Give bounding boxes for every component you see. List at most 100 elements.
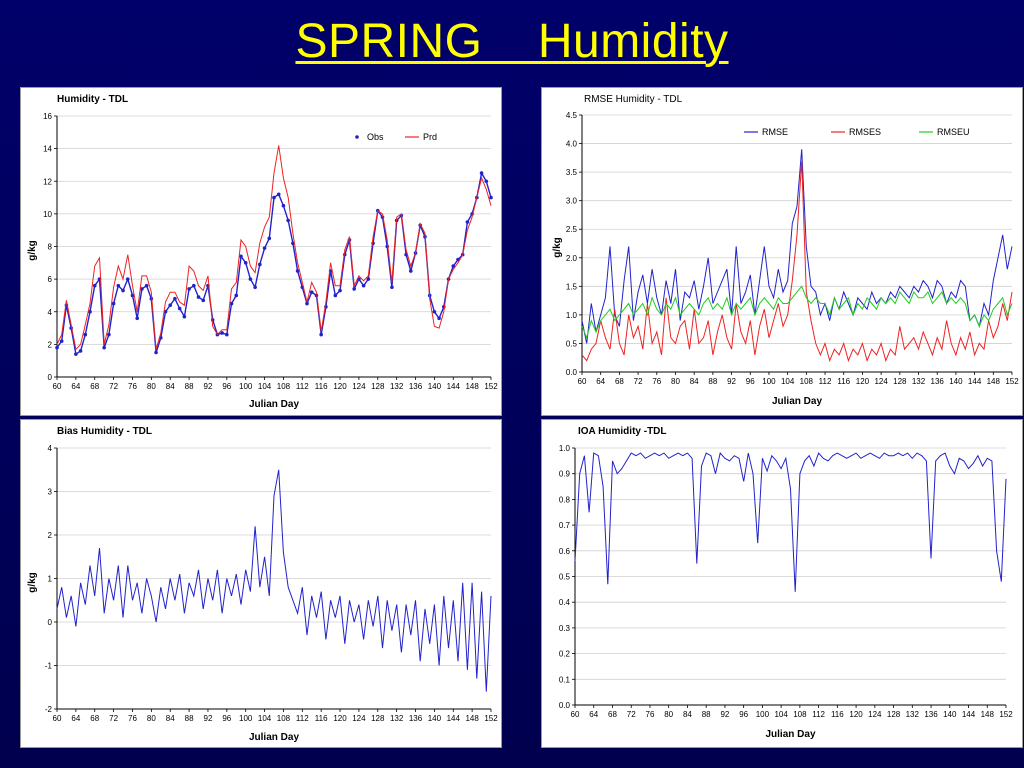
x-tick-label: 88 xyxy=(185,382,194,391)
y-axis-label: g/kg xyxy=(552,237,563,258)
obs-data-point xyxy=(196,295,201,299)
x-tick-label: 100 xyxy=(762,377,776,386)
y-tick-label: 2 xyxy=(48,531,53,540)
chart-panel-humidity: Humidity - TDL 0 2 4 6 8 10 12 14 16 60 64 68 72 76 80 8… xyxy=(20,87,502,416)
x-tick-label: 140 xyxy=(943,710,957,719)
obs-data-point xyxy=(177,306,182,311)
obs-data-point xyxy=(465,220,470,224)
x-tick-label: 116 xyxy=(315,714,328,723)
x-tick-label: 76 xyxy=(652,377,661,386)
x-tick-label: 136 xyxy=(931,377,945,386)
x-tick-label: 152 xyxy=(1005,377,1019,386)
x-tick-label: 112 xyxy=(812,710,825,719)
x-tick-label: 128 xyxy=(371,382,385,391)
x-tick-label: 104 xyxy=(258,714,272,723)
x-tick-label: 84 xyxy=(166,382,175,391)
x-tick-label: 100 xyxy=(756,710,770,719)
y-tick-label: 0.7 xyxy=(559,521,571,530)
x-tick-label: 96 xyxy=(746,377,755,386)
x-tick-label: 76 xyxy=(646,710,655,719)
x-tick-label: 92 xyxy=(204,714,213,723)
y-tick-label: 4.0 xyxy=(566,140,578,149)
y-axis-label: g/kg xyxy=(27,572,38,593)
obs-data-point xyxy=(144,283,149,288)
obs-data-point xyxy=(267,236,272,241)
x-tick-label: 64 xyxy=(596,377,605,386)
obs-data-point xyxy=(74,352,78,356)
x-tick-label: 108 xyxy=(793,710,807,719)
legend-label: Obs xyxy=(367,132,384,142)
x-tick-label: 136 xyxy=(924,710,938,719)
legend-label: RMSE xyxy=(762,127,788,137)
x-tick-label: 68 xyxy=(608,710,617,719)
legend-label: Prd xyxy=(423,132,437,142)
x-tick-label: 132 xyxy=(390,382,404,391)
x-tick-label: 80 xyxy=(664,710,673,719)
obs-data-point xyxy=(59,339,64,343)
x-tick-label: 120 xyxy=(333,714,347,723)
obs-data-point xyxy=(229,301,234,306)
x-tick-label: 144 xyxy=(962,710,976,719)
obs-data-point xyxy=(88,309,92,314)
rmse-series-line xyxy=(581,149,1013,344)
x-tick-label: 72 xyxy=(109,382,118,391)
obs-data-point xyxy=(366,277,371,281)
y-tick-label: 0 xyxy=(48,618,53,627)
y-tick-label: 1.0 xyxy=(566,311,578,320)
ioa-chart-svg: IOA Humidity -TDL 0.0 0.1 0.2 0.3 0.4 0.5 0.6 0.… xyxy=(559,426,1013,740)
chart-panel-ioa: IOA Humidity -TDL 0.0 0.1 0.2 0.3 0.4 0.5 0.6 0.… xyxy=(541,419,1023,748)
x-tick-label: 140 xyxy=(428,382,442,391)
y-tick-label: 2.5 xyxy=(566,225,578,234)
obs-data-point xyxy=(286,218,290,223)
slide-title: SPRING Humidity xyxy=(295,15,729,68)
x-axis-label: Julian Day xyxy=(765,729,815,740)
obs-data-point xyxy=(121,288,125,293)
x-tick-label: 120 xyxy=(856,377,870,386)
x-tick-label: 68 xyxy=(90,382,99,391)
obs-data-point xyxy=(451,264,456,268)
x-tick-label: 108 xyxy=(277,714,291,723)
x-tick-label: 96 xyxy=(222,714,231,723)
x-tick-label: 120 xyxy=(333,382,347,391)
obs-data-point xyxy=(239,254,243,259)
x-tick-label: 120 xyxy=(849,710,863,719)
x-tick-label: 84 xyxy=(690,377,699,386)
obs-data-point xyxy=(92,283,97,288)
rmses-series-line xyxy=(581,160,1013,363)
x-tick-label: 112 xyxy=(819,377,832,386)
x-tick-label: 72 xyxy=(109,714,118,723)
obs-data-point xyxy=(262,246,267,250)
x-tick-label: 128 xyxy=(893,377,907,386)
obs-data-point xyxy=(130,293,135,298)
x-tick-label: 72 xyxy=(634,377,643,386)
y-tick-label: 0.1 xyxy=(559,675,571,684)
y-tick-label: 1.5 xyxy=(566,282,578,291)
obs-data-point xyxy=(182,314,187,319)
obs-data-point xyxy=(116,283,121,288)
x-tick-label: 132 xyxy=(390,714,404,723)
x-tick-label: 68 xyxy=(90,714,99,723)
x-tick-label: 84 xyxy=(683,710,692,719)
y-tick-label: 12 xyxy=(43,177,52,186)
x-tick-label: 92 xyxy=(720,710,729,719)
x-tick-label: 92 xyxy=(204,382,213,391)
obs-data-point xyxy=(390,285,394,290)
y-tick-label: 1.0 xyxy=(559,444,571,453)
obs-data-point xyxy=(135,316,139,321)
obs-data-point xyxy=(102,345,106,350)
chart-title: RMSE Humidity - TDL xyxy=(584,94,683,105)
chart-title: Bias Humidity - TDL xyxy=(57,426,152,437)
obs-data-point xyxy=(83,332,88,337)
y-tick-label: -2 xyxy=(45,705,53,714)
y-tick-label: 3.0 xyxy=(566,197,578,206)
x-tick-label: 88 xyxy=(708,377,717,386)
x-tick-label: 148 xyxy=(987,377,1001,386)
y-tick-label: 8 xyxy=(48,243,53,252)
x-tick-label: 96 xyxy=(739,710,748,719)
x-tick-label: 80 xyxy=(671,377,680,386)
obs-data-point xyxy=(281,203,286,208)
legend-label: RMSEU xyxy=(937,127,970,137)
x-tick-label: 136 xyxy=(409,714,423,723)
obs-data-point xyxy=(319,332,323,337)
x-tick-label: 148 xyxy=(465,382,479,391)
